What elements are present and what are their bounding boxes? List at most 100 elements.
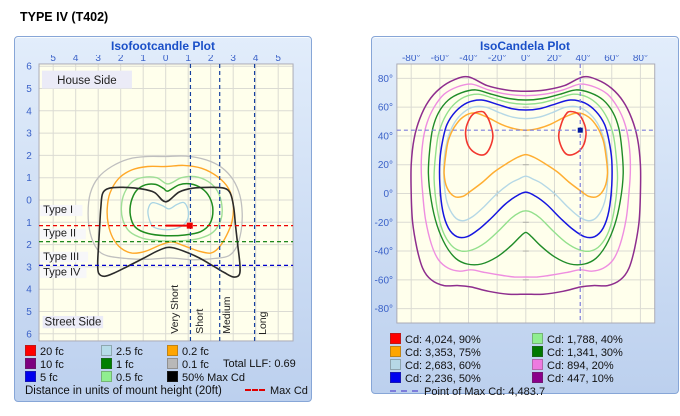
svg-text:5: 5 (26, 84, 32, 95)
svg-text:-20°: -20° (375, 218, 393, 229)
level-label: 0.2 fc (182, 346, 209, 358)
max-cd-crosshair-dash-sample-icon (390, 390, 418, 392)
svg-text:6: 6 (26, 62, 32, 73)
level-label: Cd: 894, 20% (547, 360, 614, 372)
svg-text:Very Short: Very Short (169, 285, 181, 334)
svg-text:80°: 80° (378, 74, 393, 85)
legend-item: Cd: 4,024, 90% (390, 333, 481, 346)
svg-text:-60°: -60° (375, 275, 393, 286)
level-swatch (167, 358, 178, 369)
level-label: 5 fc (40, 372, 58, 384)
level-swatch (25, 345, 36, 356)
legend-item: Cd: 1,788, 40% (532, 333, 623, 346)
svg-text:5: 5 (50, 55, 56, 64)
max-cd-dash-sample-icon (245, 389, 265, 391)
level-label: Cd: 1,341, 30% (547, 347, 623, 359)
legend-item: 50% Max Cd (167, 371, 245, 384)
level-label: Cd: 447, 10% (547, 373, 614, 385)
level-label: Cd: 4,024, 90% (405, 334, 481, 346)
svg-text:1: 1 (26, 218, 32, 229)
svg-text:-80°: -80° (375, 304, 393, 315)
svg-text:3: 3 (230, 55, 236, 64)
level-swatch (25, 371, 36, 382)
level-swatch (532, 359, 543, 370)
svg-text:6: 6 (26, 329, 32, 340)
level-label: Cd: 2,236, 50% (405, 373, 481, 385)
level-label: 10 fc (40, 359, 64, 371)
level-swatch (390, 372, 401, 383)
svg-text:0°: 0° (521, 55, 531, 64)
legend-item: Cd: 2,236, 50% (390, 372, 481, 385)
level-swatch (101, 345, 112, 356)
legend-item: Cd: 3,353, 75% (390, 346, 481, 359)
units-footnote: Distance in units of mount height (20ft) (25, 385, 222, 397)
svg-text:60°: 60° (604, 55, 619, 64)
svg-text:80°: 80° (633, 55, 648, 64)
svg-text:1: 1 (140, 55, 146, 64)
svg-text:20°: 20° (378, 160, 393, 171)
isocandela-legend: Cd: 4,024, 90% Cd: 3,353, 75% Cd: 2,683,… (372, 329, 678, 398)
svg-text:4: 4 (73, 55, 79, 64)
level-swatch (101, 358, 112, 369)
legend-item: 2.5 fc (101, 345, 143, 358)
isofootcandle-panel: Isofootcandle Plot House Side Street Side… (14, 36, 312, 402)
isocandela-title: IsoCandela Plot (479, 39, 571, 53)
level-label: 0.5 fc (116, 372, 143, 384)
isofootcandle-title: Isofootcandle Plot (110, 39, 215, 53)
svg-text:Type I: Type I (43, 204, 73, 216)
legend-item: 0.5 fc (101, 371, 143, 384)
level-label: Cd: 1,788, 40% (547, 334, 623, 346)
svg-text:Short: Short (194, 309, 206, 334)
svg-text:5: 5 (275, 55, 281, 64)
level-label: 1 fc (116, 359, 134, 371)
svg-text:20°: 20° (547, 55, 562, 64)
svg-text:-40°: -40° (375, 247, 393, 258)
svg-text:4: 4 (26, 106, 32, 117)
svg-text:3: 3 (26, 129, 32, 140)
max-cd-note: Max Cd (245, 385, 308, 397)
level-swatch (390, 333, 401, 344)
legend-item: 0.2 fc (167, 345, 209, 358)
legend-item: 10 fc (25, 358, 64, 371)
svg-text:2: 2 (26, 240, 32, 251)
svg-text:60°: 60° (378, 103, 393, 114)
svg-text:Street Side: Street Side (45, 316, 102, 328)
level-swatch (390, 359, 401, 370)
isofootcandle-plot-canvas: House Side Street Side Type I Type II Type I… (26, 55, 294, 342)
isocandela-plot-canvas: -80° -60° -40° -20° 0° 20° 40° 60° 80° 80° 60° 40° 2… (375, 55, 656, 324)
legend-item: Cd: 1,341, 30% (532, 346, 623, 359)
level-label: Cd: 3,353, 75% (405, 347, 481, 359)
svg-text:40°: 40° (576, 55, 591, 64)
isocandela-panel: IsoCandela Plot -80° -60° -40° -20° 0° 20° 40°… (371, 36, 679, 398)
svg-text:Long: Long (257, 311, 269, 335)
legend-item: 0.1 fc (167, 358, 209, 371)
legend-item: Cd: 2,683, 60% (390, 359, 481, 372)
svg-text:Medium: Medium (221, 296, 233, 334)
max-cd-label: Max Cd (270, 385, 308, 397)
svg-text:4: 4 (253, 55, 259, 64)
level-swatch (167, 371, 178, 382)
svg-text:House Side: House Side (57, 75, 116, 87)
svg-text:-20°: -20° (488, 55, 506, 64)
legend-item: 20 fc (25, 345, 64, 358)
level-label: Cd: 2,683, 60% (405, 360, 481, 372)
svg-text:0: 0 (26, 196, 32, 207)
level-swatch (167, 345, 178, 356)
svg-text:3: 3 (26, 262, 32, 273)
total-llf: Total LLF: 0.69 (223, 358, 296, 370)
level-swatch (532, 372, 543, 383)
svg-text:2: 2 (26, 151, 32, 162)
svg-text:2: 2 (118, 55, 124, 64)
point-of-max-cd-note: Point of Max Cd: 4,483.7 (390, 386, 545, 398)
level-swatch (532, 346, 543, 357)
svg-text:-40°: -40° (459, 55, 477, 64)
svg-text:Type IV: Type IV (43, 266, 81, 278)
level-label: 2.5 fc (116, 346, 143, 358)
svg-text:40°: 40° (378, 131, 393, 142)
svg-text:0: 0 (163, 55, 169, 64)
legend-item: 5 fc (25, 371, 58, 384)
svg-text:1: 1 (185, 55, 191, 64)
svg-text:Type II: Type II (43, 228, 76, 240)
level-label: 0.1 fc (182, 359, 209, 371)
